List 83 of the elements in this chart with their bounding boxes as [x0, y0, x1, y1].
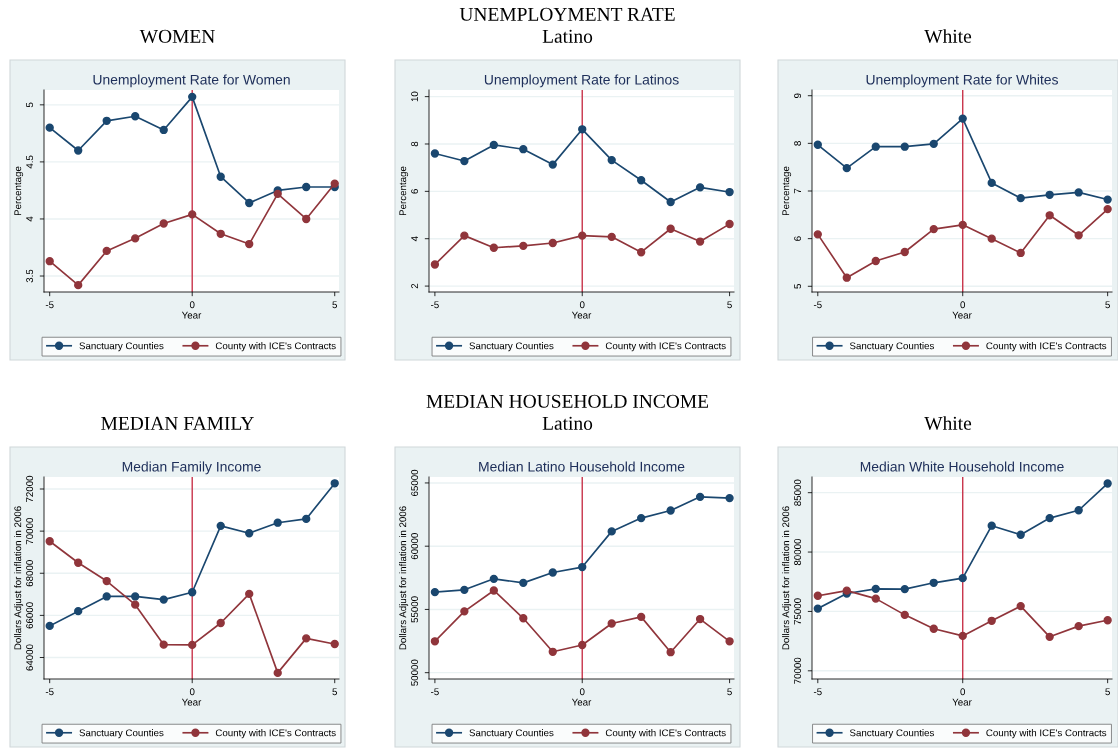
x-tick-label: 5: [1105, 688, 1110, 696]
y-tick-label: 75000: [794, 598, 802, 625]
y-axis-title: Percentage: [782, 166, 792, 216]
chart-subtitle: Latino: [542, 29, 593, 43]
y-tick-label: 3.5: [26, 269, 34, 283]
x-tick-label: 5: [332, 688, 338, 696]
text: UNEMPLOYMENT RATE: [459, 7, 675, 21]
x-tick-label: -5: [431, 301, 439, 309]
chart-title: Unemployment Rate for Women: [93, 74, 290, 88]
y-tick-label: 5: [794, 283, 802, 289]
y-tick-label: 2: [411, 283, 418, 289]
y-tick-label: 50000: [411, 659, 419, 686]
legend-label: Sanctuary Counties: [469, 342, 554, 352]
chart-title: Median White Household Income: [860, 461, 1064, 472]
y-tick-label: 64000: [26, 644, 34, 671]
x-tick-label: 0: [579, 688, 585, 696]
chart-subtitle: Latino: [542, 416, 593, 430]
x-tick-label: 0: [960, 301, 966, 309]
x-tick-label: -5: [45, 688, 54, 696]
legend-label: County with ICE's Contracts: [605, 729, 726, 739]
x-tick-label: -5: [45, 301, 54, 309]
y-axis-title: Dollars Adjust for inflation in 2006: [14, 506, 24, 650]
x-tick-label: -5: [431, 688, 439, 696]
y-tick-label: 4: [26, 216, 33, 222]
chart-subtitle: White: [924, 416, 972, 430]
legend-label: Sanctuary Counties: [849, 729, 934, 739]
chart-title: Unemployment Rate for Latinos: [484, 74, 679, 88]
x-tick-label: 0: [579, 301, 585, 309]
y-tick-label: 6: [794, 236, 802, 241]
x-axis-title: Year: [181, 311, 202, 319]
x-tick-label: 0: [189, 688, 195, 696]
y-axis-title: Percentage: [14, 166, 24, 216]
chart-title: Median Latino Household Income: [479, 461, 685, 472]
legend-label: Sanctuary Counties: [79, 342, 164, 352]
chart-subtitle: MEDIAN FAMILY: [101, 416, 254, 430]
y-tick-label: 66000: [26, 602, 34, 629]
text: MEDIAN HOUSEHOLD INCOME: [426, 394, 709, 408]
y-tick-label: 7: [794, 188, 801, 194]
x-axis-title: Year: [571, 311, 592, 319]
y-tick-label: 60000: [411, 533, 419, 560]
x-axis-title: Year: [571, 698, 592, 706]
x-axis-title: Year: [952, 698, 972, 706]
legend-label: County with ICE's Contracts: [215, 729, 336, 739]
legend-label: Sanctuary Counties: [469, 729, 554, 739]
y-tick-label: 6: [411, 189, 419, 194]
x-axis-title: Year: [952, 311, 972, 319]
y-tick-label: 4: [411, 236, 418, 242]
y-tick-label: 5: [26, 102, 34, 108]
x-tick-label: 0: [189, 301, 195, 309]
x-tick-label: 5: [727, 688, 732, 696]
legend-label: County with ICE's Contracts: [215, 342, 336, 352]
chart-subtitle: White: [924, 29, 972, 43]
y-tick-label: 65000: [411, 469, 419, 496]
x-tick-label: 5: [332, 301, 338, 309]
legend-label: Sanctuary Counties: [79, 729, 164, 739]
legend-label: County with ICE's Contracts: [605, 342, 726, 352]
y-tick-label: 72000: [26, 475, 34, 503]
y-axis-title: Dollars Adjust for inflation in 2006: [782, 506, 792, 650]
y-axis-title: Dollars Adjust for inflation in 2006: [399, 506, 409, 650]
x-tick-label: 5: [727, 301, 732, 309]
y-tick-label: 55000: [411, 596, 419, 623]
y-tick-label: 4.5: [26, 155, 34, 169]
x-tick-label: 0: [960, 688, 966, 696]
y-tick-label: 70000: [26, 517, 34, 545]
y-tick-label: 9: [794, 93, 802, 98]
chart-title: Median Family Income: [122, 461, 261, 475]
y-tick-label: 8: [411, 141, 419, 147]
x-tick-label: 5: [1105, 301, 1110, 309]
y-tick-label: 80000: [794, 538, 802, 566]
x-axis-title: Year: [181, 698, 202, 706]
legend-label: County with ICE's Contracts: [986, 729, 1107, 739]
legend-label: County with ICE's Contracts: [986, 342, 1107, 352]
y-tick-label: 8: [794, 141, 802, 146]
x-tick-label: -5: [813, 301, 822, 309]
y-tick-label: 10: [411, 91, 419, 102]
y-tick-label: 70000: [794, 657, 802, 684]
chart-subtitle: WOMEN: [139, 29, 215, 43]
y-tick-label: 85000: [794, 479, 802, 506]
legend-label: Sanctuary Counties: [849, 342, 934, 352]
y-tick-label: 68000: [26, 560, 34, 587]
y-axis-title: Percentage: [399, 166, 409, 216]
x-tick-label: -5: [813, 688, 822, 696]
chart-title: Unemployment Rate for Whites: [866, 74, 1058, 88]
